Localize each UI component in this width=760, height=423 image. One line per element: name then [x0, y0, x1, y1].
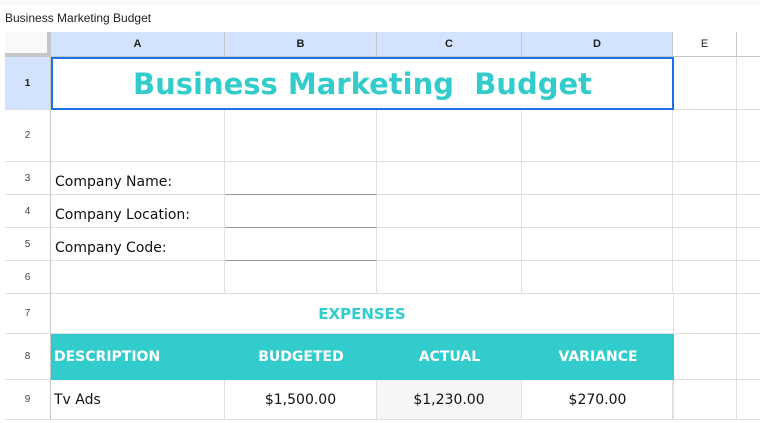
grid-cell[interactable] [737, 110, 760, 162]
grid-cell[interactable] [737, 380, 760, 420]
company-name-label: Company Name: [51, 162, 225, 195]
row-variance[interactable]: $270.00 [522, 380, 674, 420]
row-header-6[interactable]: 6 [5, 261, 51, 294]
row-description[interactable]: Tv Ads [51, 380, 225, 420]
column-header-f[interactable] [737, 32, 760, 57]
grid-cell[interactable] [737, 162, 760, 195]
header-actual[interactable]: ACTUAL [377, 334, 522, 380]
grid-cell[interactable] [737, 261, 760, 294]
grid-cell[interactable] [673, 380, 737, 420]
grid-cell[interactable] [522, 110, 673, 162]
title-cell[interactable]: Business Marketing Budget [51, 57, 674, 110]
grid-cell[interactable] [673, 162, 737, 195]
row-header-8[interactable]: 8 [5, 334, 51, 380]
grid-cell[interactable] [673, 57, 737, 110]
grid-cell[interactable] [377, 110, 522, 162]
grid-cell[interactable] [225, 110, 377, 162]
column-header-b[interactable]: B [225, 32, 377, 57]
row-header-7[interactable]: 7 [5, 294, 51, 334]
grid-cell[interactable] [673, 294, 737, 334]
grid-cell[interactable] [737, 57, 760, 110]
grid-cell[interactable] [377, 195, 522, 228]
select-all-corner[interactable] [5, 32, 51, 57]
company-name-input[interactable] [225, 162, 377, 195]
header-variance[interactable]: VARIANCE [522, 334, 674, 380]
row-header-5[interactable]: 5 [5, 228, 51, 261]
grid-cell[interactable] [737, 294, 760, 334]
grid-cell[interactable] [51, 110, 225, 162]
grid-cell[interactable] [377, 162, 522, 195]
column-header-c[interactable]: C [377, 32, 522, 57]
grid-cell[interactable] [522, 162, 673, 195]
formula-content: Business Marketing Budget [5, 11, 152, 25]
grid-cell[interactable] [673, 195, 737, 228]
grid-cell[interactable] [522, 261, 673, 294]
header-budgeted[interactable]: BUDGETED [225, 334, 377, 380]
row-actual[interactable]: $1,230.00 [377, 380, 522, 420]
grid-cell[interactable] [377, 228, 522, 261]
grid-cell[interactable] [737, 334, 760, 380]
row-header-1[interactable]: 1 [5, 57, 51, 110]
formula-bar[interactable]: Business Marketing Budget [0, 0, 760, 32]
row-header-2[interactable]: 2 [5, 110, 51, 162]
company-location-label: Company Location: [51, 195, 225, 228]
column-header-d[interactable]: D [522, 32, 673, 57]
grid-cell[interactable] [51, 261, 225, 294]
header-description[interactable]: DESCRIPTION [51, 334, 225, 380]
grid-cell[interactable] [522, 195, 673, 228]
company-location-input[interactable] [225, 195, 377, 228]
grid-cell[interactable] [673, 228, 737, 261]
grid-cell[interactable] [225, 261, 377, 294]
grid-cell[interactable] [377, 261, 522, 294]
row-budgeted[interactable]: $1,500.00 [225, 380, 377, 420]
grid-cell[interactable] [737, 228, 760, 261]
expenses-heading[interactable]: EXPENSES [51, 294, 674, 334]
company-code-label: Company Code: [51, 228, 225, 261]
column-header-a[interactable]: A [51, 32, 225, 57]
grid-cell[interactable] [673, 261, 737, 294]
row-header-4[interactable]: 4 [5, 195, 51, 228]
grid-cell[interactable] [673, 334, 737, 380]
grid-cell[interactable] [522, 228, 673, 261]
grid-cell[interactable] [737, 195, 760, 228]
company-code-input[interactable] [225, 228, 377, 261]
row-header-9[interactable]: 9 [5, 380, 51, 420]
row-header-3[interactable]: 3 [5, 162, 51, 195]
column-header-e[interactable]: E [673, 32, 737, 57]
grid-cell[interactable] [673, 110, 737, 162]
